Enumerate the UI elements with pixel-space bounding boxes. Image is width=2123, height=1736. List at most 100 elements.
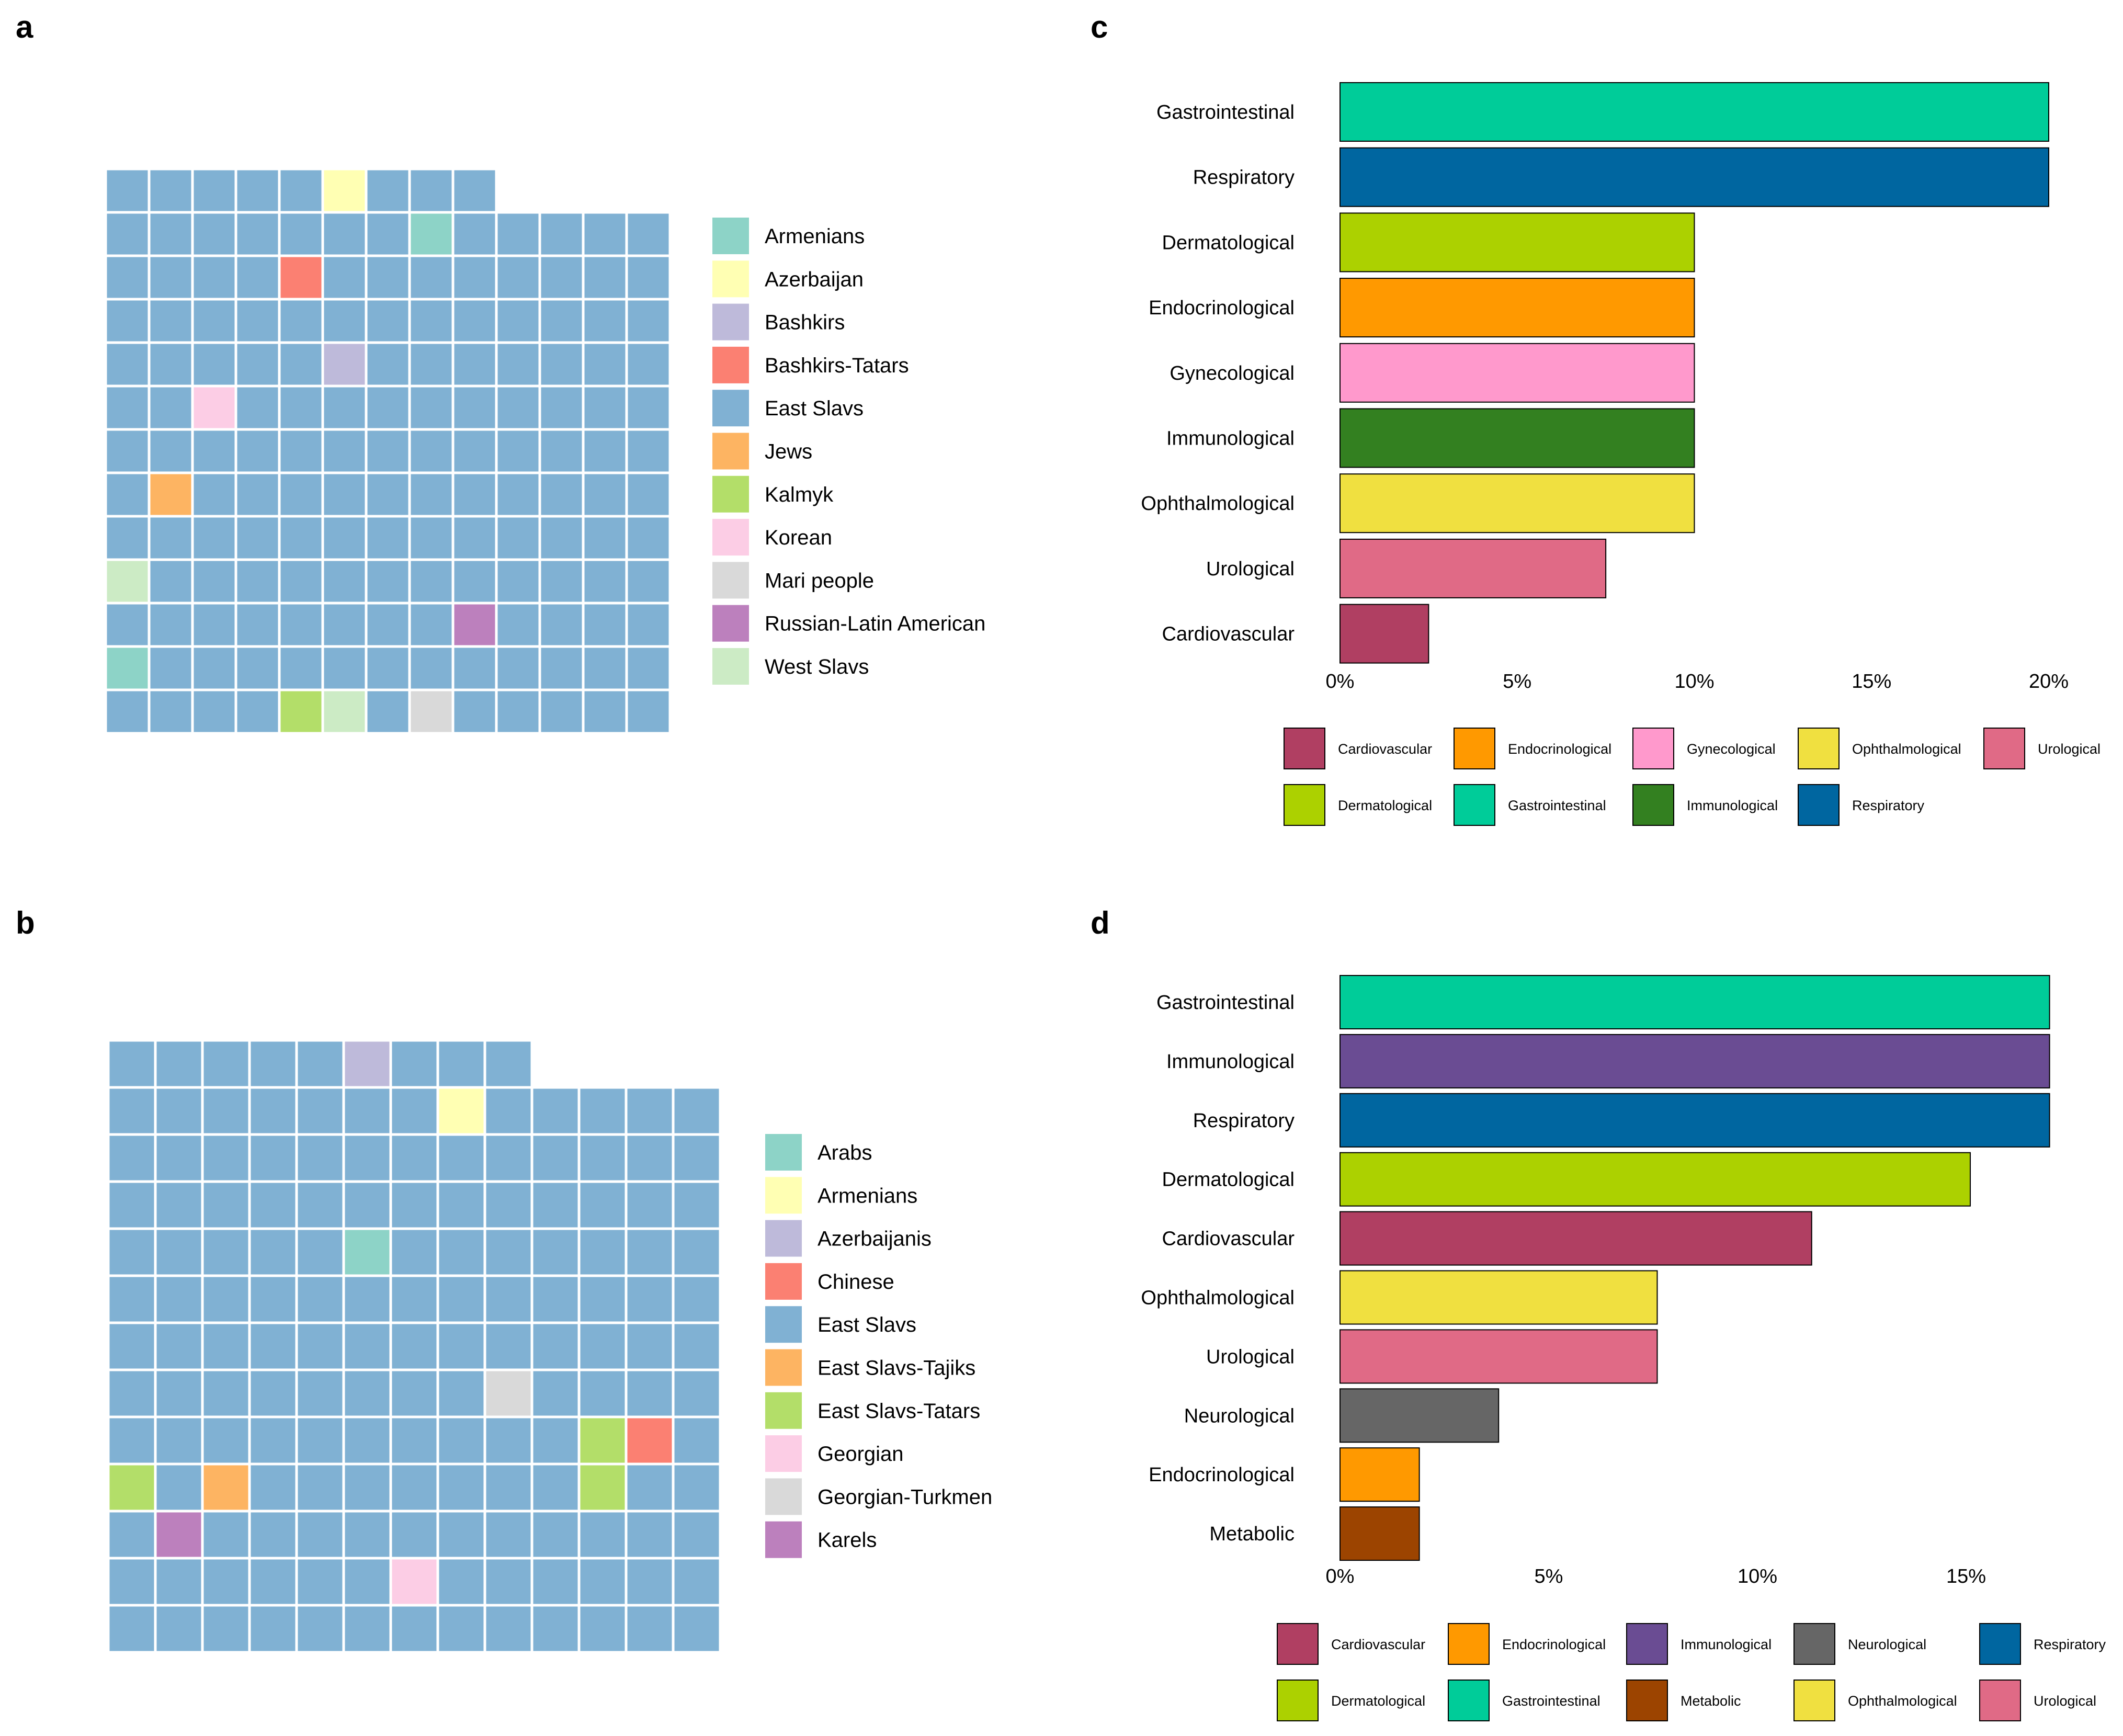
waffle-cell-east-slavs	[672, 1321, 722, 1371]
legend-label-east-slavs: East Slavs	[765, 397, 864, 420]
waffle-cell-east-slavs	[154, 1321, 204, 1371]
waffle-cell-east-slavs	[495, 298, 541, 344]
waffle-cell-east-slavs	[530, 1604, 581, 1654]
bar-respiratory	[1339, 147, 2049, 207]
legend-swatch-east-slavs	[765, 1306, 802, 1343]
waffle-cell-east-slavs	[389, 1510, 439, 1560]
waffle-cell-east-slavs	[191, 602, 237, 648]
waffle-cell-east-slavs	[248, 1510, 298, 1560]
waffle-cell-east-slavs	[104, 428, 151, 474]
waffle-cell-east-slavs	[582, 471, 628, 518]
legend-swatch-azerbaijan	[712, 260, 749, 298]
waffle-cell-east-slavs	[389, 1227, 439, 1277]
waffle-cell-east-slavs	[104, 254, 151, 301]
waffle-cell-east-slavs	[147, 254, 194, 301]
legend-label-immunological: Immunological	[1687, 798, 1778, 813]
waffle-cell-east-slavs	[672, 1462, 722, 1513]
legend-label-west-slavs: West Slavs	[765, 655, 869, 678]
waffle-cell-east-slavs	[538, 602, 585, 648]
legend-label-armenians: Armenians	[765, 225, 865, 248]
waffle-cell-east-slavs	[577, 1557, 628, 1607]
waffle-cell-east-slavs	[154, 1368, 204, 1419]
waffle-cell-east-slavs	[201, 1133, 251, 1183]
waffle-cell-east-slavs	[191, 428, 237, 474]
legend-swatch-dermatological	[1284, 784, 1325, 826]
waffle-cell-east-slavs	[451, 645, 498, 691]
waffle-cell-east-slavs	[321, 515, 368, 561]
waffle-cell-east-slavs	[201, 1557, 251, 1607]
category-label-immunological: Immunological	[1166, 428, 1295, 450]
waffle-cell-east-slavs	[495, 341, 541, 388]
waffle-cell-east-slavs	[408, 254, 455, 301]
waffle-cell-east-slavs	[530, 1415, 581, 1466]
waffle-cell-east-slavs	[582, 341, 628, 388]
category-label-gastrointestinal: Gastrointestinal	[1156, 101, 1295, 123]
waffle-cell-east-slavs	[408, 298, 455, 344]
category-label-respiratory: Respiratory	[1193, 167, 1295, 189]
waffle-cell-east-slavs	[577, 1604, 628, 1654]
waffle-cell-east-slavs	[625, 558, 672, 605]
waffle-cell-east-slavs	[451, 384, 498, 431]
waffle-cell-east-slavs	[295, 1557, 345, 1607]
bar-chart-c: Gastrointestinal Respiratory Dermatologica…	[1141, 82, 2069, 693]
waffle-cell-east-slavs	[625, 211, 672, 257]
waffle-cell-east-slavs	[191, 471, 237, 518]
waffle-cell-east-slavs	[582, 602, 628, 648]
waffle-cell-east-slavs	[147, 602, 194, 648]
legend-swatch-jews	[712, 433, 749, 470]
waffle-cell-east-slavs	[577, 1510, 628, 1560]
waffle-cell-east-slavs	[147, 384, 194, 431]
waffle-cell-east-slavs	[342, 1274, 392, 1324]
waffle-cell-east-slavs	[321, 211, 368, 257]
waffle-cell-east-slavs	[389, 1462, 439, 1513]
waffle-cell-east-slavs	[107, 1368, 157, 1419]
waffle-cell-east-slavs	[625, 428, 672, 474]
waffle-cell-east-slavs	[107, 1227, 157, 1277]
legend-label-arabs: Arabs	[818, 1141, 872, 1164]
waffle-cell-armenians	[104, 645, 151, 691]
waffle-cell-east-slavs	[191, 211, 237, 257]
waffle-cell-east-slavs	[582, 428, 628, 474]
waffle-cell-east-slavs	[191, 298, 237, 344]
legend-label-kalmyk: Kalmyk	[765, 483, 834, 506]
legend-label-endocrinological: Endocrinological	[1502, 1637, 1606, 1652]
waffle-cell-east-slavs	[495, 602, 541, 648]
waffle-cell-east-slavs	[625, 341, 672, 388]
waffle-cell-east-slavs	[321, 645, 368, 691]
waffle-cell-east-slavs	[436, 1510, 486, 1560]
legend-label-mari-people: Mari people	[765, 569, 874, 592]
waffle-cell-east-slavs	[234, 298, 281, 344]
waffle-cell-east-slavs	[154, 1133, 204, 1183]
waffle-cell-east-slavs	[342, 1133, 392, 1183]
legend-label-dermatological: Dermatological	[1331, 1693, 1425, 1709]
waffle-cell-east-slavs	[278, 602, 324, 648]
waffle-chart-a	[104, 167, 672, 735]
waffle-cell-east-slavs	[234, 645, 281, 691]
waffle-cell-east-slavs	[625, 298, 672, 344]
waffle-cell-east-slavs	[104, 384, 151, 431]
waffle-cell-russian-latin-american	[451, 602, 498, 648]
waffle-cell-east-slavs	[295, 1133, 345, 1183]
waffle-cell-east-slavs	[107, 1415, 157, 1466]
waffle-cell-east-slavs	[104, 515, 151, 561]
waffle-cell-east-slavs	[625, 515, 672, 561]
legend-swatch-chinese	[765, 1263, 802, 1300]
category-label-cardiovascular: Cardiovascular	[1162, 623, 1295, 645]
waffle-cell-east-slavs	[495, 211, 541, 257]
waffle-cell-east-slavs	[436, 1180, 486, 1230]
waffle-cell-east-slavs	[147, 298, 194, 344]
waffle-cell-east-slavs	[451, 558, 498, 605]
waffle-cell-east-slavs	[451, 167, 498, 214]
waffle-cell-mari-people	[408, 688, 455, 735]
waffle-cell-east-slavs	[154, 1086, 204, 1136]
waffle-cell-east-slavs	[408, 515, 455, 561]
waffle-cell-east-slavs	[538, 211, 585, 257]
legend-label-neurological: Neurological	[1848, 1637, 1926, 1652]
x-tick-label: 20%	[2029, 671, 2069, 693]
waffle-cell-east-slavs	[672, 1086, 722, 1136]
legend-swatch-endocrinological	[1448, 1623, 1490, 1665]
waffle-cell-east-slavs	[625, 254, 672, 301]
waffle-cell-east-slavs	[495, 558, 541, 605]
waffle-cell-east-slavs	[365, 558, 411, 605]
